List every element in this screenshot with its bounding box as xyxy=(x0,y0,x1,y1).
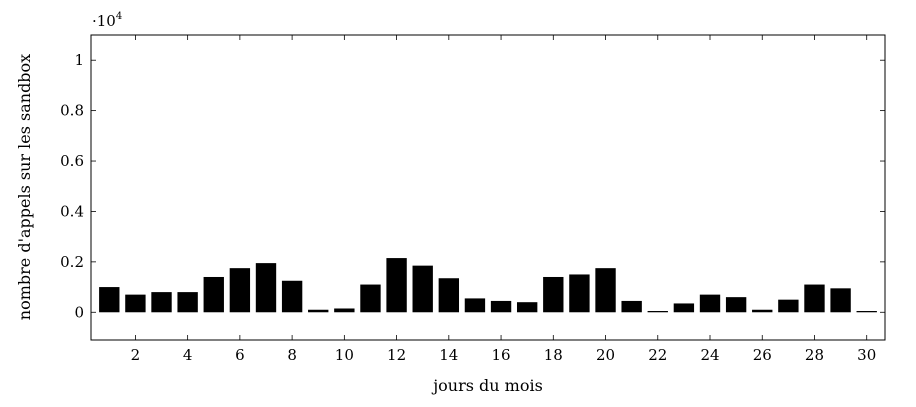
x-tick-label: 14 xyxy=(439,346,458,364)
bar-day-8 xyxy=(281,280,303,313)
bar-day-17 xyxy=(516,302,538,313)
bars-group xyxy=(99,258,877,313)
x-tick-label: 28 xyxy=(805,346,824,364)
y-tick-label: 0.8 xyxy=(60,102,84,120)
bar-day-27 xyxy=(778,299,799,313)
bar-day-7 xyxy=(255,263,277,313)
y-tick-label: 0.4 xyxy=(60,202,84,220)
y-tick-label: 0.6 xyxy=(60,152,84,170)
bar-day-9 xyxy=(308,309,329,313)
y-axis-multiplier-exponent: 4 xyxy=(116,11,122,22)
bar-day-13 xyxy=(412,265,433,313)
y-tick-label: 0.2 xyxy=(60,253,84,271)
bar-day-12 xyxy=(386,258,407,313)
bar-day-24 xyxy=(699,294,721,313)
bar-day-14 xyxy=(438,278,460,313)
x-tick-label: 26 xyxy=(753,346,772,364)
y-axis-multiplier-prefix: ·10 xyxy=(92,12,116,30)
y-tick-labels: 0 0.2 0.4 0.6 0.8 1 xyxy=(60,51,84,321)
x-tick-label: 24 xyxy=(700,346,719,364)
x-tick-label: 30 xyxy=(857,346,876,364)
x-tick-label: 10 xyxy=(335,346,354,364)
x-tick-label: 22 xyxy=(648,346,667,364)
bar-day-6 xyxy=(229,268,251,313)
bar-day-29 xyxy=(830,288,851,313)
y-tick-label: 0 xyxy=(74,303,84,321)
bar-day-28 xyxy=(804,284,825,313)
x-tick-label: 12 xyxy=(387,346,406,364)
x-tick-label: 16 xyxy=(492,346,511,364)
x-tick-labels: 2 4 6 8 10 12 14 16 18 20 22 24 26 28 30 xyxy=(131,346,877,364)
bar-day-30 xyxy=(856,311,877,313)
bar-day-21 xyxy=(621,300,642,313)
y-tick-label: 1 xyxy=(74,51,84,69)
bar-day-2 xyxy=(125,294,146,313)
x-tick-label: 4 xyxy=(183,346,193,364)
bar-day-20 xyxy=(595,268,616,313)
bar-day-25 xyxy=(725,297,747,313)
x-tick-label: 20 xyxy=(596,346,615,364)
x-tick-label: 18 xyxy=(544,346,563,364)
bar-day-19 xyxy=(569,274,590,313)
y-axis-multiplier: ·104 xyxy=(92,11,122,30)
bar-day-11 xyxy=(360,284,381,313)
bar-day-4 xyxy=(177,292,198,313)
bar-day-5 xyxy=(203,276,224,313)
x-tick-label: 2 xyxy=(131,346,141,364)
x-tick-label: 8 xyxy=(287,346,297,364)
bar-day-26 xyxy=(752,309,773,313)
x-tick-label: 6 xyxy=(235,346,245,364)
y-axis-label: nombre d'appels sur les sandbox xyxy=(15,54,34,320)
bar-day-16 xyxy=(490,300,512,313)
bar-day-15 xyxy=(464,298,486,313)
bar-day-3 xyxy=(151,292,172,313)
bar-day-10 xyxy=(334,308,355,313)
plot-frame xyxy=(90,34,886,341)
x-axis-label: jours du mois xyxy=(431,376,543,395)
bar-day-22 xyxy=(647,311,668,313)
bar-day-23 xyxy=(673,303,695,313)
bar-day-18 xyxy=(543,276,564,313)
ticks-group xyxy=(91,35,885,340)
bar-day-1 xyxy=(99,287,120,313)
